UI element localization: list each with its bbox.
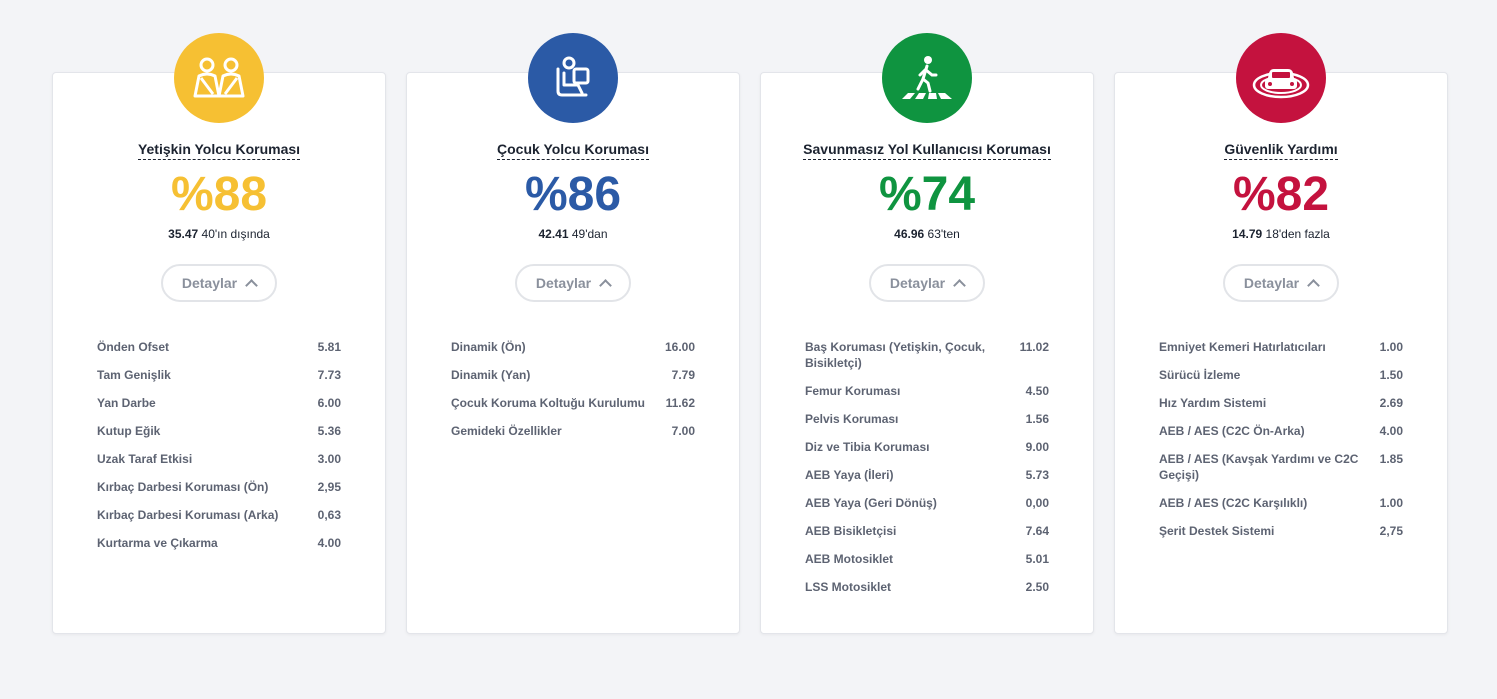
details-button[interactable]: Detaylar bbox=[515, 264, 631, 302]
card-safety-assist: Güvenlik Yardımı %82 14.79 18'den fazla … bbox=[1114, 33, 1448, 634]
list-item: AEB Bisikletçisi 7.64 bbox=[805, 524, 1049, 538]
score-subtext: 35.47 40'ın dışında bbox=[168, 227, 270, 241]
score-subtext: 46.96 63'ten bbox=[894, 227, 960, 241]
list-item: Kurtarma ve Çıkarma 4.00 bbox=[97, 536, 341, 550]
list-item: Sürücü İzleme 1.50 bbox=[1159, 368, 1403, 382]
list-item: AEB / AES (C2C Karşılıklı) 1.00 bbox=[1159, 496, 1403, 510]
score-percent: %74 bbox=[878, 168, 976, 221]
chevron-up-icon bbox=[245, 279, 258, 292]
card-vulnerable-road-users: Savunmasız Yol Kullanıcısı Koruması %74 … bbox=[760, 33, 1094, 634]
card-child-occupant: Çocuk Yolcu Koruması %86 42.41 49'dan De… bbox=[406, 33, 740, 634]
list-item: Gemideki Özellikler 7.00 bbox=[451, 424, 695, 438]
score-subtext: 42.41 49'dan bbox=[538, 227, 608, 241]
chevron-up-icon bbox=[953, 279, 966, 292]
list-item: Önden Ofset 5.81 bbox=[97, 340, 341, 354]
score-percent: %82 bbox=[1232, 168, 1330, 221]
details-list: Baş Koruması (Yetişkin, Çocuk, Bisikletç… bbox=[805, 339, 1049, 607]
details-list: Dinamik (Ön) 16.00 Dinamik (Yan) 7.79 Çocu… bbox=[451, 339, 695, 451]
list-item: Diz ve Tibia Koruması 9.00 bbox=[805, 440, 1049, 454]
details-button[interactable]: Detaylar bbox=[1223, 264, 1339, 302]
list-item: AEB Yaya (Geri Dönüş) 0,00 bbox=[805, 496, 1049, 510]
adult-occupant-icon bbox=[174, 33, 264, 123]
card-title: Çocuk Yolcu Koruması bbox=[407, 141, 739, 160]
list-item: LSS Motosiklet 2.50 bbox=[805, 580, 1049, 594]
safety-assist-car-icon bbox=[1236, 33, 1326, 123]
pedestrian-icon bbox=[882, 33, 972, 123]
details-list: Emniyet Kemeri Hatırlatıcıları 1.00 Sürüc… bbox=[1159, 339, 1403, 551]
list-item: Dinamik (Ön) 16.00 bbox=[451, 340, 695, 354]
list-item: AEB Motosiklet 5.01 bbox=[805, 552, 1049, 566]
child-seat-icon bbox=[528, 33, 618, 123]
list-item: Kırbaç Darbesi Koruması (Arka) 0,63 bbox=[97, 508, 341, 522]
list-item: Pelvis Koruması 1.56 bbox=[805, 412, 1049, 426]
list-item: Çocuk Koruma Koltuğu Kurulumu 11.62 bbox=[451, 396, 695, 410]
list-item: Şerit Destek Sistemi 2,75 bbox=[1159, 524, 1403, 538]
list-item: Yan Darbe 6.00 bbox=[97, 396, 341, 410]
card-title: Yetişkin Yolcu Koruması bbox=[53, 141, 385, 160]
card-adult-occupant: Yetişkin Yolcu Koruması %88 35.47 40'ın … bbox=[52, 33, 386, 634]
list-item: AEB / AES (Kavşak Yardımı ve C2C Geçişi)… bbox=[1159, 452, 1403, 482]
score-subtext: 14.79 18'den fazla bbox=[1232, 227, 1330, 241]
list-item: Tam Genişlik 7.73 bbox=[97, 368, 341, 382]
card-title: Savunmasız Yol Kullanıcısı Koruması bbox=[761, 141, 1093, 160]
list-item: Dinamik (Yan) 7.79 bbox=[451, 368, 695, 382]
chevron-up-icon bbox=[599, 279, 612, 292]
list-item: Femur Koruması 4.50 bbox=[805, 384, 1049, 398]
chevron-up-icon bbox=[1307, 279, 1320, 292]
details-list: Önden Ofset 5.81 Tam Genişlik 7.73 Yan Dar… bbox=[97, 339, 341, 563]
list-item: AEB / AES (C2C Ön-Arka) 4.00 bbox=[1159, 424, 1403, 438]
details-button[interactable]: Detaylar bbox=[869, 264, 985, 302]
list-item: Kutup Eğik 5.36 bbox=[97, 424, 341, 438]
details-button[interactable]: Detaylar bbox=[161, 264, 277, 302]
score-percent: %88 bbox=[170, 168, 268, 221]
card-title: Güvenlik Yardımı bbox=[1115, 141, 1447, 160]
list-item: Baş Koruması (Yetişkin, Çocuk, Bisikletç… bbox=[805, 340, 1049, 370]
list-item: Uzak Taraf Etkisi 3.00 bbox=[97, 452, 341, 466]
score-percent: %86 bbox=[524, 168, 622, 221]
list-item: Hız Yardım Sistemi 2.69 bbox=[1159, 396, 1403, 410]
list-item: Emniyet Kemeri Hatırlatıcıları 1.00 bbox=[1159, 340, 1403, 354]
list-item: AEB Yaya (İleri) 5.73 bbox=[805, 468, 1049, 482]
list-item: Kırbaç Darbesi Koruması (Ön) 2,95 bbox=[97, 480, 341, 494]
